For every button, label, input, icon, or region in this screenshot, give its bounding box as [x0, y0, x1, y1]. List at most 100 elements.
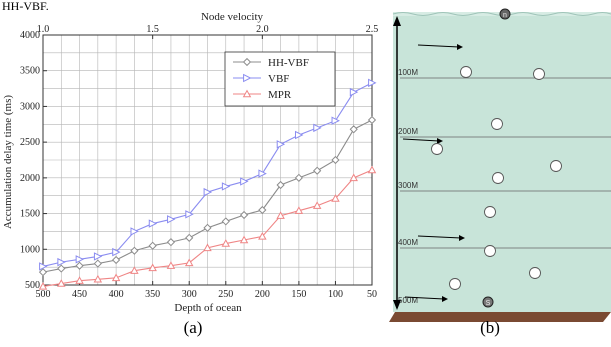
x-tick-label: 300: [182, 289, 197, 300]
sensor-nodes: [431, 66, 562, 290]
top-sink-node: n: [499, 8, 511, 20]
ocean-diagram: 100M 200M 300M 400M 500M n S: [389, 8, 611, 322]
data-point: [258, 205, 267, 215]
depth-arrow: [393, 16, 401, 310]
x-tick-label: 500: [36, 289, 51, 300]
data-point: [184, 258, 194, 267]
data-point: [111, 273, 121, 282]
sensor-node: [484, 206, 496, 218]
panel-label-a: (a): [184, 318, 203, 337]
data-point: [203, 223, 212, 232]
velocity-arrow-head: [437, 138, 443, 144]
sensor-node: [529, 267, 541, 279]
velocity-arrow-line: [402, 138, 440, 142]
data-point: [148, 263, 157, 272]
data-point: [112, 255, 121, 265]
sensor-node: [484, 245, 496, 257]
data-point: [221, 182, 231, 191]
data-point: [240, 177, 249, 186]
sensor-node: [491, 118, 503, 130]
data-point: [75, 255, 85, 264]
delay-chart: 500 1000 1500 2000 2500 3000 3500 4000 500 450 40…: [2, 11, 378, 314]
x-tick-label: 200: [255, 289, 270, 300]
data-point: [167, 215, 176, 224]
data-point: [239, 210, 249, 220]
y-tick-label: 1000: [20, 244, 40, 255]
sink-node-icon: [499, 8, 511, 20]
plot-frame: [42, 34, 373, 286]
y-tick-label: 500: [25, 280, 40, 291]
data-point: [276, 211, 285, 219]
data-point: [294, 206, 304, 214]
sensor-node: [431, 143, 443, 155]
data-point: [93, 252, 103, 261]
source-node: S: [482, 296, 494, 308]
data-point: [312, 201, 322, 209]
data-point: [57, 257, 66, 267]
data-point: [313, 123, 322, 133]
data-point: [313, 166, 322, 175]
series-mpr: [38, 165, 377, 290]
top-tick-label: 2.5: [366, 24, 379, 35]
legend: HH-VBF VBF MPR: [224, 51, 336, 107]
top-axis-ticks: 1.0 1.5 2.0 2.5: [37, 24, 379, 39]
source-node-label: S: [486, 300, 491, 307]
data-point: [38, 281, 48, 290]
y-tick-label: 2500: [20, 137, 40, 148]
y-tick-label: 2000: [20, 173, 40, 184]
data-point: [276, 140, 286, 149]
velocity-arrow-line: [417, 235, 462, 239]
series-vbf: [39, 78, 377, 271]
data-point: [148, 219, 158, 228]
data-point: [239, 235, 249, 244]
data-point: [276, 180, 285, 190]
top-tick-label: 1.0: [37, 24, 50, 35]
data-point: [349, 125, 358, 134]
data-point: [349, 173, 358, 182]
data-point: [221, 217, 230, 226]
depth-label: 100M: [398, 68, 418, 77]
data-point: [331, 155, 340, 165]
depth-label: 400M: [398, 238, 418, 247]
data-point: [38, 268, 48, 277]
x-tick-label: 450: [72, 289, 87, 300]
top-axis-label: Node velocity: [201, 11, 264, 23]
velocity-arrows: [402, 44, 465, 302]
depth-lines: 100M 200M 300M 400M 500M: [398, 68, 611, 305]
data-point: [258, 169, 267, 178]
depth-label: 200M: [398, 127, 418, 136]
data-point: [203, 243, 212, 252]
legend-marker: [243, 73, 252, 83]
sensor-node: [533, 68, 545, 80]
depth-arrow-head-down: [393, 300, 401, 310]
series-layer: [38, 78, 377, 290]
depth-label: 500M: [398, 296, 418, 305]
data-point: [349, 87, 359, 97]
depth-label: 300M: [398, 181, 418, 190]
x-tick-label: 100: [328, 289, 343, 300]
data-point: [185, 210, 194, 219]
y-tick-label: 4000: [20, 30, 40, 41]
sensor-node: [550, 160, 562, 172]
data-point: [130, 246, 139, 255]
data-point: [57, 279, 66, 287]
y-tick-label: 1500: [20, 209, 40, 220]
velocity-arrow-head: [457, 44, 463, 50]
data-point: [112, 247, 121, 257]
header-fragment: HH-VBF.: [2, 0, 49, 13]
x-tick-label: 350: [145, 289, 160, 300]
data-point: [368, 78, 377, 88]
data-point: [367, 165, 377, 174]
data-point: [331, 194, 340, 202]
data-point: [166, 261, 176, 269]
legend-entry-label: HH-VBF: [268, 57, 309, 69]
data-point: [75, 276, 84, 284]
source-node-icon: [482, 296, 494, 308]
velocity-arrow-head: [442, 296, 448, 302]
velocity-arrow-head: [459, 235, 465, 241]
y-tick-label: 3500: [20, 66, 40, 77]
x-tick-label: 150: [291, 289, 306, 300]
sensor-node: [449, 278, 461, 290]
top-tick-label: 1.5: [146, 24, 159, 35]
